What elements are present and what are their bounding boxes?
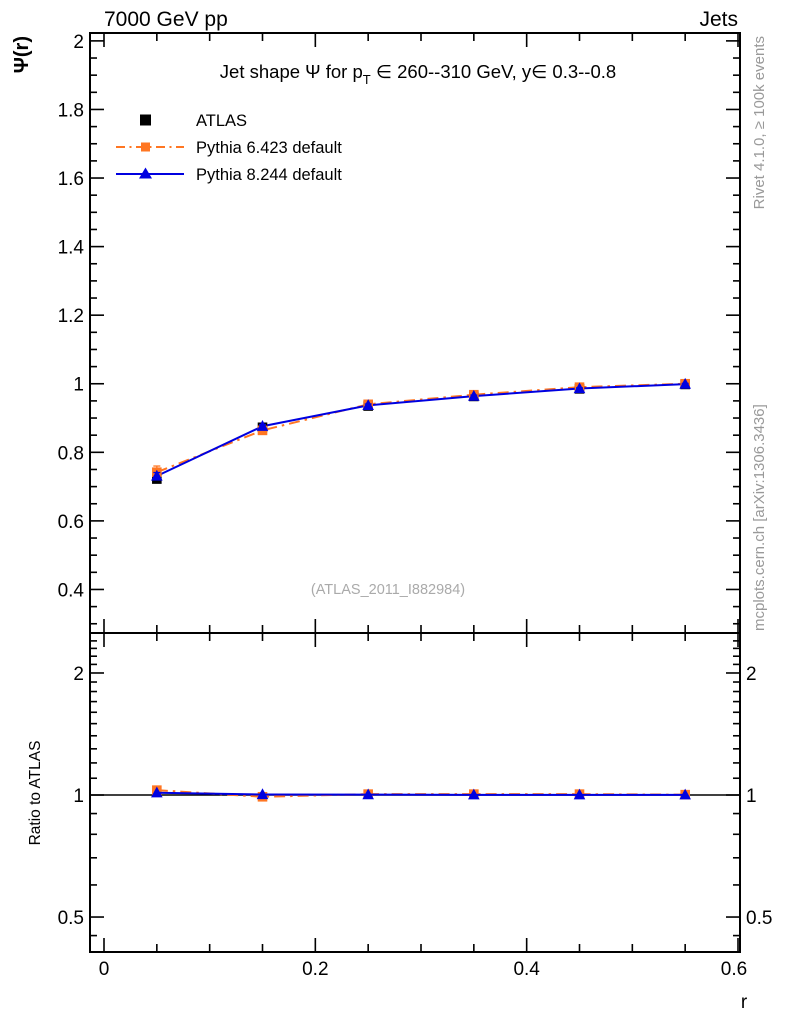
legend-label-atlas: ATLAS [196, 112, 247, 130]
plot-title: Jet shape Ψ for pT ∈ 260--310 GeV, y∈ 0.… [220, 61, 616, 87]
svg-text:1.2: 1.2 [58, 306, 84, 327]
svg-text:0.5: 0.5 [746, 908, 772, 929]
svg-text:2: 2 [73, 664, 84, 685]
svg-text:1: 1 [73, 375, 84, 396]
main-points-pythia6 [152, 378, 690, 480]
legend: ATLAS Pythia 6.423 default Pythia 8.244 … [116, 112, 342, 184]
ratio-axis-label: Ratio to ATLAS [27, 741, 44, 846]
analysis-watermark: (ATLAS_2011_I882984) [311, 582, 465, 598]
legend-label-pythia8: Pythia 8.244 default [196, 166, 342, 184]
chart-graphics: 0.4 0.6 0.8 1 1.2 1.4 1.6 1.8 2 0.5 0.5 1 1 2 2 0 0.2 0.4… [58, 32, 773, 980]
svg-text:0.6: 0.6 [721, 959, 747, 980]
axis-tick-labels: 0.4 0.6 0.8 1 1.2 1.4 1.6 1.8 2 0.5 0.5 1 1 2 2 0 0.2 0.4… [58, 32, 773, 980]
plot-title-pre: Jet shape Ψ for p [220, 61, 363, 82]
svg-text:0: 0 [99, 959, 110, 980]
svg-text:2: 2 [746, 664, 757, 685]
svg-text:1.6: 1.6 [58, 169, 84, 190]
mcplots-arxiv-note: mcplots.cern.ch [arXiv:1306.3436] [751, 404, 768, 631]
svg-text:0.6: 0.6 [58, 512, 84, 533]
svg-text:2: 2 [73, 32, 84, 53]
axis-ticks [90, 33, 740, 952]
rivet-version-note: Rivet 4.1.0, ≥ 100k events [751, 36, 768, 209]
header-beam-label: 7000 GeV pp [104, 8, 228, 31]
svg-text:1.4: 1.4 [58, 238, 85, 259]
plot-title-post: ∈ 260--310 GeV, y∈ 0.3--0.8 [371, 61, 616, 82]
svg-text:0.4: 0.4 [58, 580, 85, 601]
svg-text:0.2: 0.2 [302, 959, 328, 980]
svg-text:0.5: 0.5 [58, 908, 84, 929]
main-curve-pythia8 [156, 383, 686, 477]
x-axis-label: r [741, 992, 748, 1013]
panel-frames [89, 32, 741, 953]
svg-text:1: 1 [73, 786, 84, 807]
svg-text:1.8: 1.8 [58, 100, 84, 121]
legend-label-pythia6: Pythia 6.423 default [196, 139, 342, 157]
svg-text:0.8: 0.8 [58, 443, 84, 464]
legend-marker-atlas [140, 114, 151, 126]
legend-marker-pythia6 [141, 142, 150, 152]
header-process-label: Jets [699, 8, 738, 31]
legend-marker-pythia8 [139, 167, 152, 179]
y-axis-label-main: Ψ(r) [11, 36, 33, 73]
ratio-curve-pythia8 [151, 786, 691, 800]
main-points-pythia8 [151, 377, 691, 481]
svg-text:0.4: 0.4 [513, 959, 540, 980]
svg-text:1: 1 [746, 786, 757, 807]
plot-title-sub: T [363, 72, 371, 87]
main-curve-pythia6 [156, 382, 686, 474]
main-points-atlas [152, 379, 690, 484]
